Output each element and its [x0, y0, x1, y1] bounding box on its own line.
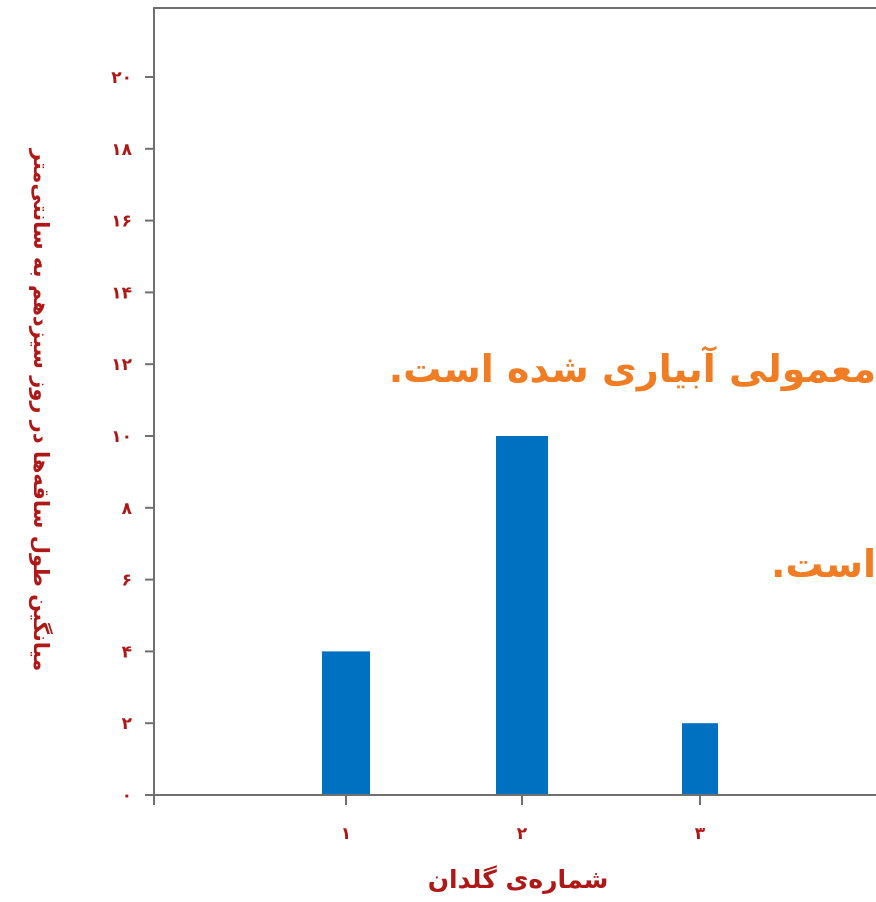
y-tick-label: ۸ [122, 499, 133, 519]
y-tick-label: ۴ [122, 642, 132, 662]
y-tick-label: ۱۴ [111, 283, 132, 303]
bar [496, 436, 548, 795]
x-tick-label: ۱ [341, 824, 351, 844]
x-tick-label: ۲ [517, 824, 528, 844]
x-tick-label: ۳ [695, 824, 706, 844]
y-tick-label: ۰ [122, 786, 132, 806]
y-tick-label: ۱۰ [111, 427, 132, 447]
bar [322, 651, 370, 795]
bar [682, 723, 718, 795]
overlay-text-line-1: معمولی آبیاری شده است. [388, 347, 876, 391]
overlay-text-line-2: است. [770, 542, 876, 586]
x-axis-title: شماره‌ی گلدان [428, 865, 609, 894]
y-axis-title: میانگین طول ساقه‌ها در روز سیزدهم به سان… [29, 148, 54, 672]
y-tick-label: ۶ [122, 571, 132, 591]
y-tick-label: ۱۲ [111, 355, 132, 375]
y-tick-label: ۱۶ [111, 212, 132, 232]
y-tick-label: ۲ [122, 714, 133, 734]
y-tick-label: ۲۰ [111, 68, 132, 88]
y-tick-label: ۱۸ [111, 140, 132, 160]
